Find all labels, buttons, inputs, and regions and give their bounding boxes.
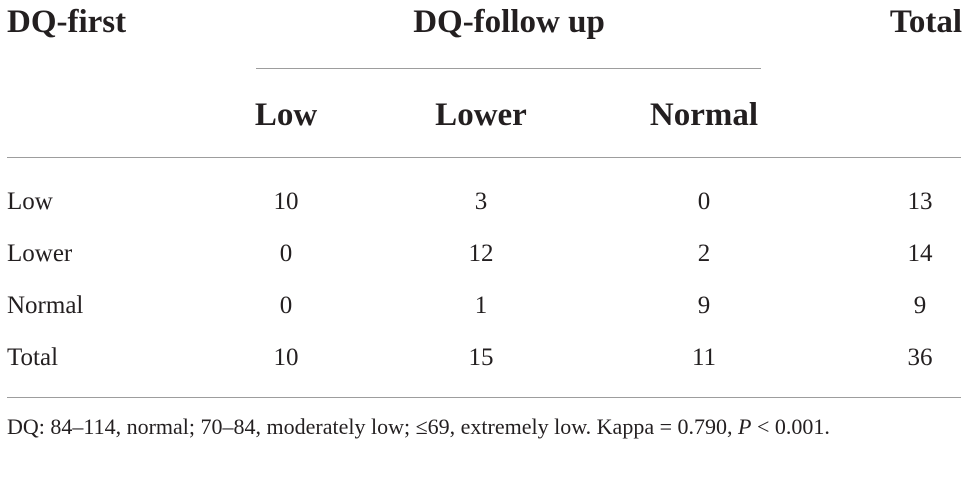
table-cell: 12 (468, 240, 494, 267)
row-label: Total (7, 344, 59, 371)
subheader-normal: Normal (649, 97, 759, 133)
table-cell: 11 (691, 344, 717, 371)
table-cell: 2 (697, 240, 711, 267)
row-label: Normal (7, 292, 84, 319)
footnote-text: DQ: 84–114, normal; 70–84, moderately lo… (7, 414, 733, 439)
row-total: 9 (913, 292, 927, 319)
table-cell: 10 (273, 188, 299, 215)
table-bottom-rule (7, 397, 961, 398)
table-footnote: DQ: 84–114, normal; 70–84, moderately lo… (7, 410, 961, 443)
table-cell: 15 (468, 344, 494, 371)
row-total: 13 (907, 188, 933, 215)
table-cell: 0 (697, 188, 711, 215)
table-cell: 0 (279, 292, 293, 319)
row-total: 14 (907, 240, 933, 267)
table-cell: 10 (273, 344, 299, 371)
footnote-p-value: < 0.001. (751, 414, 830, 439)
header-bottom-rule (7, 157, 961, 158)
table-cell: 1 (474, 292, 488, 319)
table-cell: 0 (279, 240, 293, 267)
subheader-low: Low (254, 97, 318, 133)
row-label: Lower (7, 240, 73, 267)
header-dq-first: DQ-first (7, 4, 127, 40)
subheader-lower: Lower (435, 97, 527, 133)
header-total: Total (889, 4, 962, 40)
header-dq-follow-up: DQ-follow up (413, 4, 605, 40)
row-total: 36 (907, 344, 933, 371)
group-header-rule (256, 68, 761, 69)
row-label: Low (7, 188, 53, 215)
table-cell: 9 (697, 292, 711, 319)
table-cell: 3 (474, 188, 488, 215)
footnote-p-symbol: P (738, 414, 752, 439)
